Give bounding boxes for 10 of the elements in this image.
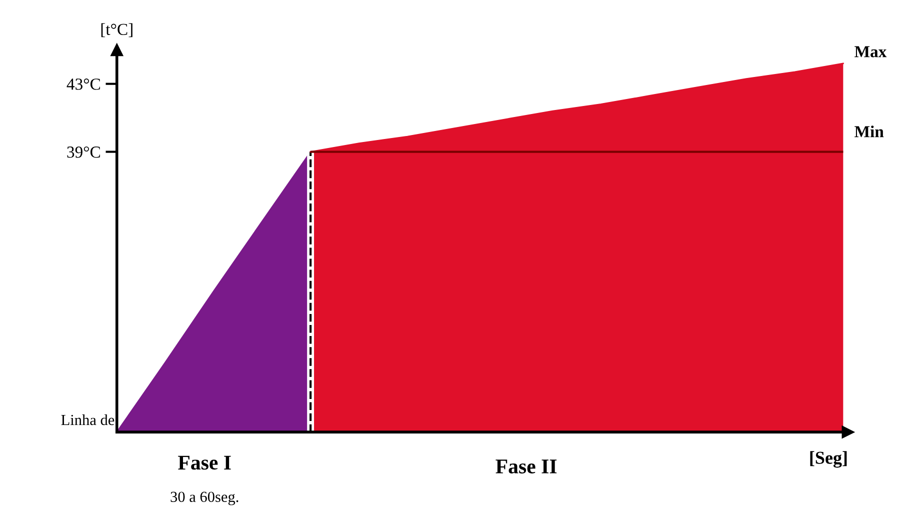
text: Fase II bbox=[496, 460, 557, 474]
y-axis-title: [t°C] bbox=[101, 23, 132, 38]
text: Linha de bbox=[61, 414, 114, 426]
y-tick-label: 43°C bbox=[66, 78, 100, 90]
text: 30 a 60seg. bbox=[170, 492, 238, 506]
text: Fase I bbox=[178, 456, 231, 470]
ref-line-label: Min bbox=[854, 126, 884, 138]
x-axis-title: [Seg] bbox=[810, 451, 847, 468]
text: Max bbox=[854, 46, 887, 58]
y-tick-label: 39°C bbox=[67, 146, 100, 158]
